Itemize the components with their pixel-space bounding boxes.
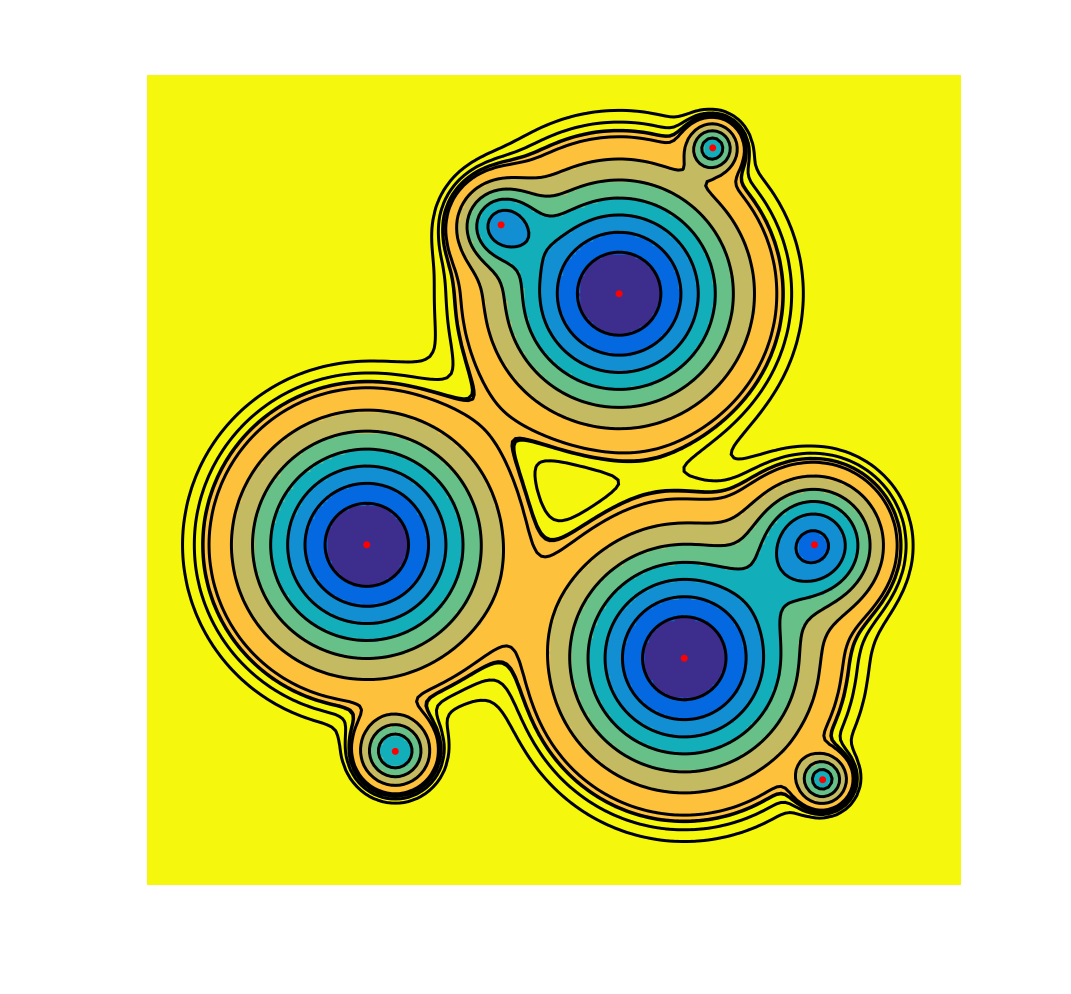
contour-band-6 <box>202 113 902 822</box>
center-marker-2 <box>680 654 688 662</box>
contour-line-2 <box>286 208 847 739</box>
contour-band-5 <box>232 121 885 805</box>
contour-line-10 <box>207 115 899 817</box>
contour-line-1 <box>303 230 830 722</box>
contour-line-3 <box>269 136 860 791</box>
contour-line-4 <box>251 129 872 799</box>
center-marker-7 <box>819 776 827 784</box>
center-marker-layer <box>363 144 827 784</box>
contour-line-5 <box>229 122 885 805</box>
contour-line-7 <box>181 107 915 844</box>
center-marker-5 <box>391 747 399 755</box>
center-marker-0 <box>615 290 623 298</box>
contour-line-8 <box>192 111 908 832</box>
center-marker-1 <box>363 541 371 549</box>
center-marker-4 <box>497 221 505 229</box>
center-marker-6 <box>709 144 717 152</box>
contour-line-layer <box>181 107 915 844</box>
contour-line-0 <box>323 250 728 702</box>
center-marker-3 <box>810 541 818 549</box>
contour-line-9 <box>201 113 903 824</box>
